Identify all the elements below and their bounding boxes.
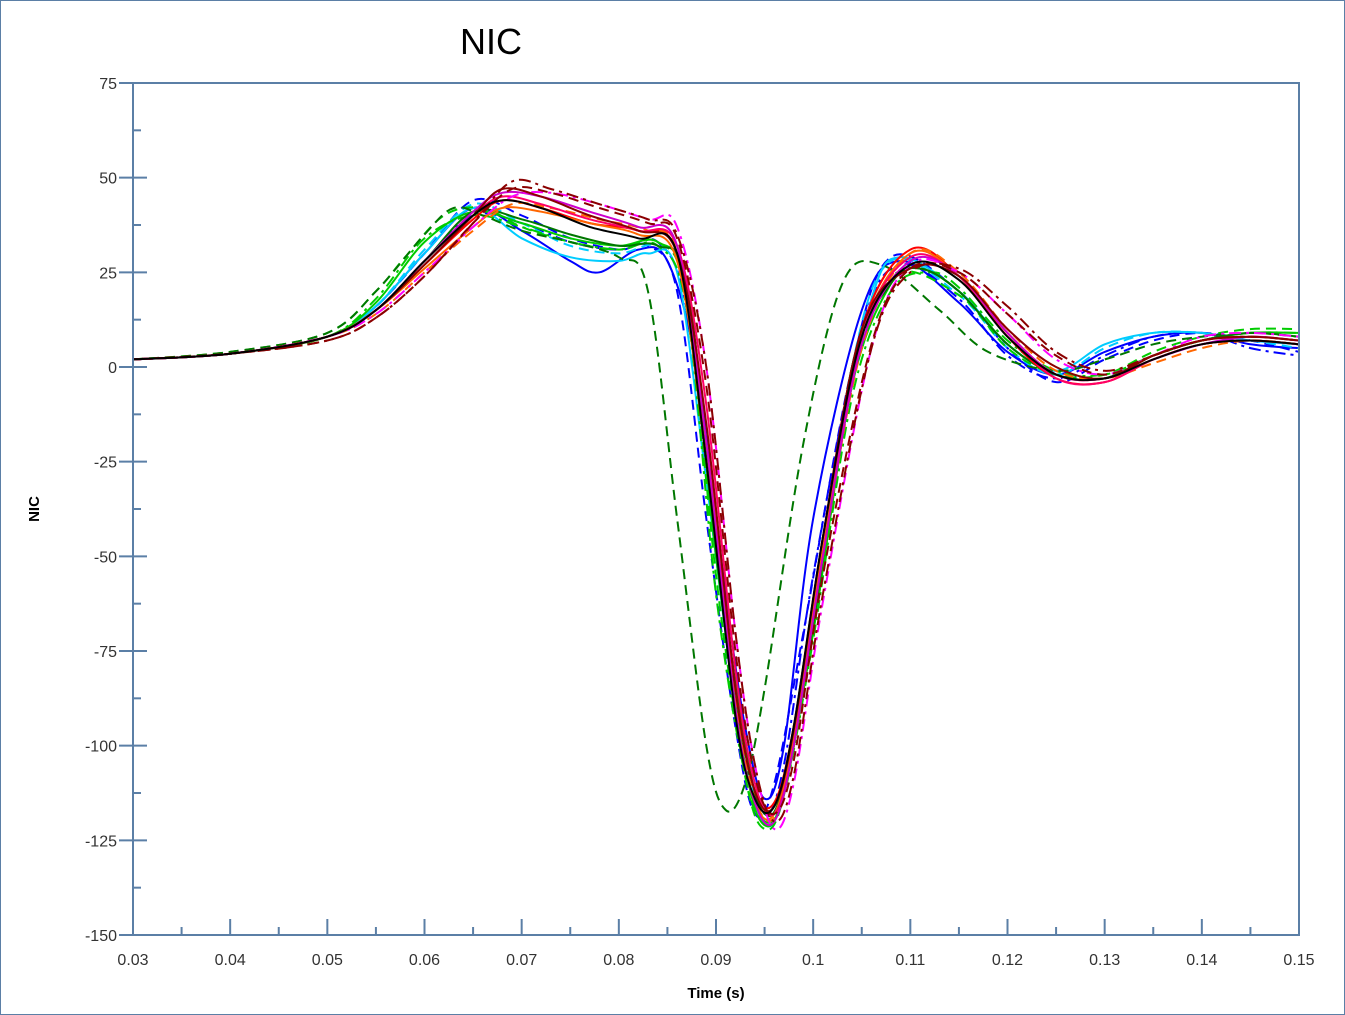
y-axis-label: NIC bbox=[26, 496, 43, 522]
x-tick-label: 0.05 bbox=[312, 952, 343, 969]
x-tick-label: 0.08 bbox=[603, 952, 634, 969]
y-tick-label: 0 bbox=[108, 360, 117, 377]
series-line-2 bbox=[132, 197, 1300, 819]
x-tick-label: 0.09 bbox=[700, 952, 731, 969]
x-tick-label: 0.1 bbox=[802, 952, 824, 969]
y-tick-label: -150 bbox=[85, 928, 117, 945]
x-tick-label: 0.07 bbox=[506, 952, 537, 969]
series-line-9 bbox=[132, 206, 1300, 813]
x-tick-label: 0.04 bbox=[215, 952, 246, 969]
y-tick-label: 75 bbox=[99, 76, 117, 93]
y-tick-label: -100 bbox=[85, 739, 117, 756]
y-tick-label: -75 bbox=[94, 644, 117, 661]
x-tick-label: 0.14 bbox=[1186, 952, 1217, 969]
y-tick-label: -125 bbox=[85, 833, 117, 850]
series-line-13 bbox=[132, 201, 1300, 823]
ticks-layer: 0.03 0.04 0.05 0.06 0.07 0.08 0.09 0.1 0.11 0.12 0… bbox=[85, 76, 1315, 969]
chart-title: NIC bbox=[460, 21, 522, 62]
x-tick-label: 0.12 bbox=[992, 952, 1023, 969]
series-line-19 bbox=[132, 186, 1300, 816]
y-tick-label: -25 bbox=[94, 455, 117, 472]
series-line-18 bbox=[132, 178, 1300, 823]
x-tick-label: 0.03 bbox=[117, 952, 148, 969]
series-layer bbox=[132, 178, 1300, 831]
y-tick-label: -50 bbox=[94, 549, 117, 566]
x-tick-label: 0.06 bbox=[409, 952, 440, 969]
x-tick-label: 0.15 bbox=[1283, 952, 1314, 969]
x-tick-label: 0.11 bbox=[895, 952, 925, 969]
x-tick-label: 0.13 bbox=[1089, 952, 1120, 969]
series-line-20 bbox=[132, 199, 1300, 815]
x-axis-label: Time (s) bbox=[687, 985, 744, 1002]
y-tick-label: 25 bbox=[99, 265, 117, 282]
series-line-17 bbox=[132, 187, 1300, 813]
y-tick-label: 50 bbox=[99, 171, 117, 188]
